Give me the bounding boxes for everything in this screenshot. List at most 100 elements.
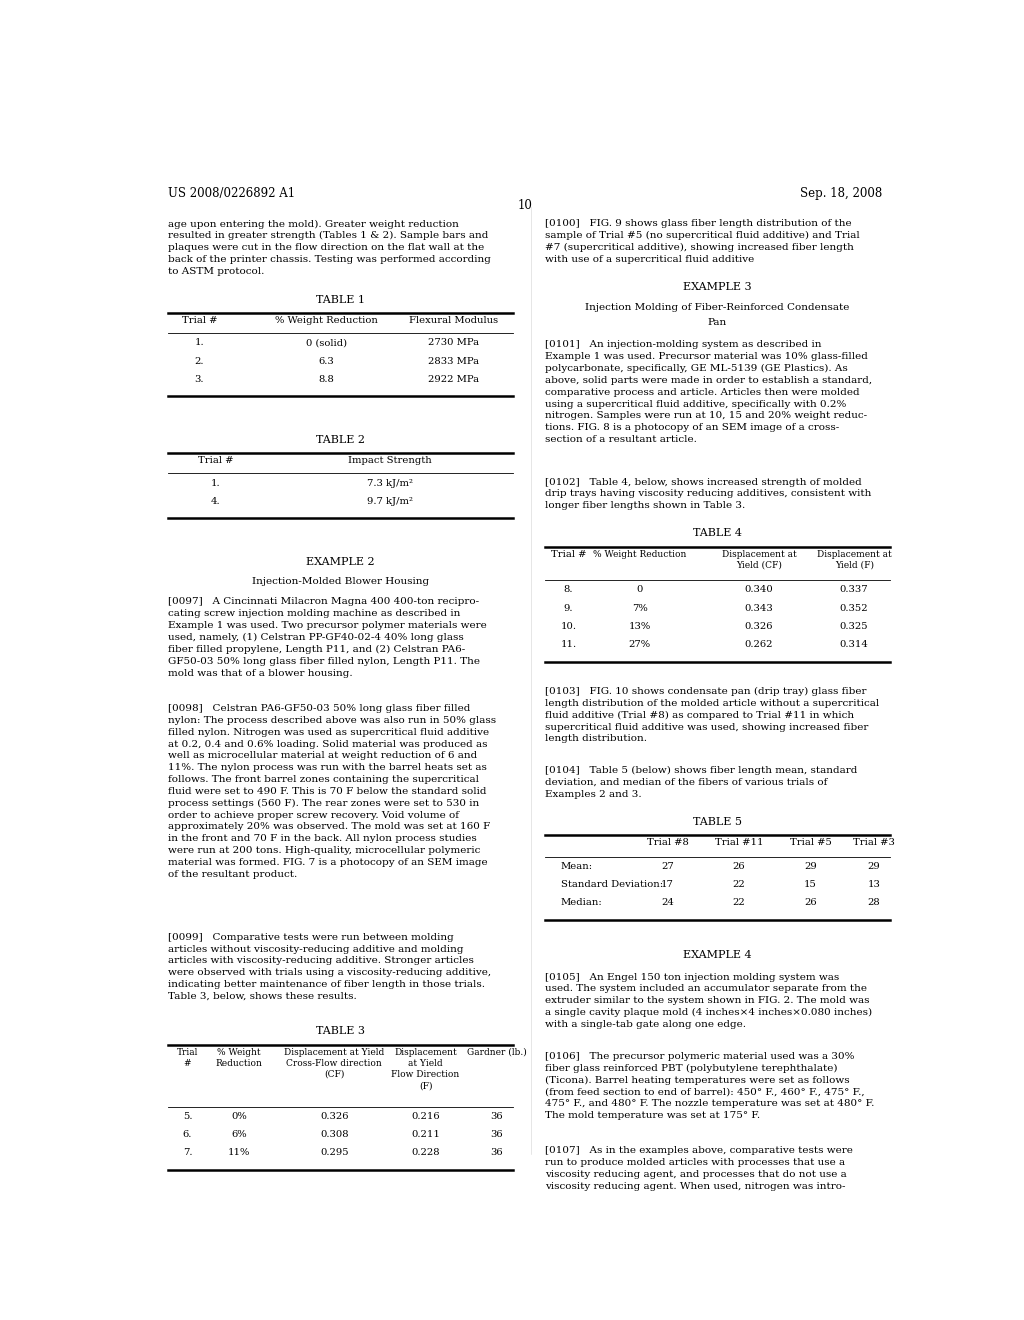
Text: 0.228: 0.228 [412,1148,440,1158]
Text: 11%: 11% [228,1148,250,1158]
Text: 6.: 6. [183,1130,193,1139]
Text: 13: 13 [867,880,881,890]
Text: Gardner (lb.): Gardner (lb.) [467,1048,527,1057]
Text: 1.: 1. [195,338,204,347]
Text: 27%: 27% [629,640,651,649]
Text: 0.211: 0.211 [412,1130,440,1139]
Text: 0.337: 0.337 [840,585,868,594]
Text: % Weight Reduction: % Weight Reduction [593,549,686,558]
Text: EXAMPLE 3: EXAMPLE 3 [683,282,752,293]
Text: 28: 28 [867,899,881,907]
Text: 5.: 5. [182,1111,193,1121]
Text: Displacement at Yield
Cross-Flow direction
(CF): Displacement at Yield Cross-Flow directi… [285,1048,384,1078]
Text: 2730 MPa: 2730 MPa [428,338,479,347]
Text: 13%: 13% [629,622,651,631]
Text: 3.: 3. [195,375,204,384]
Text: 11.: 11. [560,640,577,649]
Text: [0097]   A Cincinnati Milacron Magna 400 400-ton recipro-
cating screw injection: [0097] A Cincinnati Milacron Magna 400 4… [168,598,486,677]
Text: 29: 29 [867,862,881,871]
Text: Displacement at
Yield (CF): Displacement at Yield (CF) [722,549,797,570]
Text: Trial #: Trial # [551,549,586,558]
Text: [0101]   An injection-molding system as described in
Example 1 was used. Precurs: [0101] An injection-molding system as de… [545,341,871,444]
Text: [0104]   Table 5 (below) shows fiber length mean, standard
deviation, and median: [0104] Table 5 (below) shows fiber lengt… [545,766,857,799]
Text: 1.: 1. [211,479,220,487]
Text: TABLE 3: TABLE 3 [315,1027,365,1036]
Text: 8.8: 8.8 [318,375,335,384]
Text: 7.3 kJ/m²: 7.3 kJ/m² [367,479,413,487]
Text: Trial #3: Trial #3 [853,838,895,847]
Text: 7.: 7. [182,1148,193,1158]
Text: 10.: 10. [560,622,577,631]
Text: 36: 36 [490,1130,504,1139]
Text: EXAMPLE 2: EXAMPLE 2 [306,557,375,566]
Text: Trial #5: Trial #5 [790,838,831,847]
Text: TABLE 5: TABLE 5 [693,817,741,828]
Text: Trial #8: Trial #8 [647,838,688,847]
Text: 10: 10 [517,199,532,213]
Text: 4.: 4. [211,496,220,506]
Text: Displacement
at Yield
Flow Direction
(F): Displacement at Yield Flow Direction (F) [391,1048,460,1090]
Text: 36: 36 [490,1111,504,1121]
Text: 22: 22 [733,899,745,907]
Text: US 2008/0226892 A1: US 2008/0226892 A1 [168,187,295,199]
Text: 24: 24 [662,899,674,907]
Text: [0103]   FIG. 10 shows condensate pan (drip tray) glass fiber
length distributio: [0103] FIG. 10 shows condensate pan (dri… [545,686,879,743]
Text: 6%: 6% [231,1130,247,1139]
Text: [0099]   Comparative tests were run between molding
articles without viscosity-r: [0099] Comparative tests were run betwee… [168,933,490,1001]
Text: 0%: 0% [231,1111,247,1121]
Text: % Weight
Reduction: % Weight Reduction [216,1048,262,1068]
Text: Injection Molding of Fiber-Reinforced Condensate: Injection Molding of Fiber-Reinforced Co… [585,302,850,312]
Text: Median:: Median: [560,899,602,907]
Text: TABLE 4: TABLE 4 [693,528,741,539]
Text: 0.314: 0.314 [840,640,868,649]
Text: Injection-Molded Blower Housing: Injection-Molded Blower Housing [252,577,429,586]
Text: 0.216: 0.216 [412,1111,440,1121]
Text: Trial #11: Trial #11 [715,838,763,847]
Text: Sep. 18, 2008: Sep. 18, 2008 [800,187,882,199]
Text: 27: 27 [662,862,674,871]
Text: EXAMPLE 4: EXAMPLE 4 [683,950,752,960]
Text: 2833 MPa: 2833 MPa [428,356,479,366]
Text: 0.343: 0.343 [744,603,773,612]
Text: Trial #: Trial # [198,457,233,465]
Text: 22: 22 [733,880,745,890]
Text: 0.352: 0.352 [840,603,868,612]
Text: [0105]   An Engel 150 ton injection molding system was
used. The system included: [0105] An Engel 150 ton injection moldin… [545,973,871,1028]
Text: 29: 29 [804,862,817,871]
Text: 2922 MPa: 2922 MPa [428,375,479,384]
Text: 0: 0 [637,585,643,594]
Text: 15: 15 [804,880,817,890]
Text: 36: 36 [490,1148,504,1158]
Text: Displacement at
Yield (F): Displacement at Yield (F) [817,549,892,570]
Text: Pan: Pan [708,318,727,327]
Text: TABLE 1: TABLE 1 [315,294,365,305]
Text: Flexural Modulus: Flexural Modulus [409,315,498,325]
Text: [0106]   The precursor polymeric material used was a 30%
fiber glass reinforced : [0106] The precursor polymeric material … [545,1052,874,1121]
Text: 26: 26 [733,862,745,871]
Text: [0107]   As in the examples above, comparative tests were
run to produce molded : [0107] As in the examples above, compara… [545,1146,853,1191]
Text: 9.7 kJ/m²: 9.7 kJ/m² [367,496,413,506]
Text: 0.308: 0.308 [321,1130,348,1139]
Text: % Weight Reduction: % Weight Reduction [275,315,378,325]
Text: 0.295: 0.295 [321,1148,348,1158]
Text: Trial
#: Trial # [177,1048,199,1068]
Text: 0.325: 0.325 [840,622,868,631]
Text: 0.340: 0.340 [744,585,773,594]
Text: age upon entering the mold). Greater weight reduction
resulted in greater streng: age upon entering the mold). Greater wei… [168,219,490,276]
Text: Standard Deviation:: Standard Deviation: [560,880,663,890]
Text: [0102]   Table 4, below, shows increased strength of molded
drip trays having vi: [0102] Table 4, below, shows increased s… [545,478,871,510]
Text: [0098]   Celstran PA6-GF50-03 50% long glass fiber filled
nylon: The process des: [0098] Celstran PA6-GF50-03 50% long gla… [168,704,496,879]
Text: Trial #: Trial # [181,315,217,325]
Text: 9.: 9. [563,603,573,612]
Text: 0.326: 0.326 [744,622,773,631]
Text: 26: 26 [804,899,817,907]
Text: [0100]   FIG. 9 shows glass fiber length distribution of the
sample of Trial #5 : [0100] FIG. 9 shows glass fiber length d… [545,219,859,264]
Text: 0 (solid): 0 (solid) [306,338,347,347]
Text: 0.262: 0.262 [744,640,773,649]
Text: Impact Strength: Impact Strength [348,457,432,465]
Text: Mean:: Mean: [560,862,593,871]
Text: 17: 17 [662,880,674,890]
Text: 7%: 7% [632,603,648,612]
Text: 8.: 8. [563,585,573,594]
Text: TABLE 2: TABLE 2 [315,434,365,445]
